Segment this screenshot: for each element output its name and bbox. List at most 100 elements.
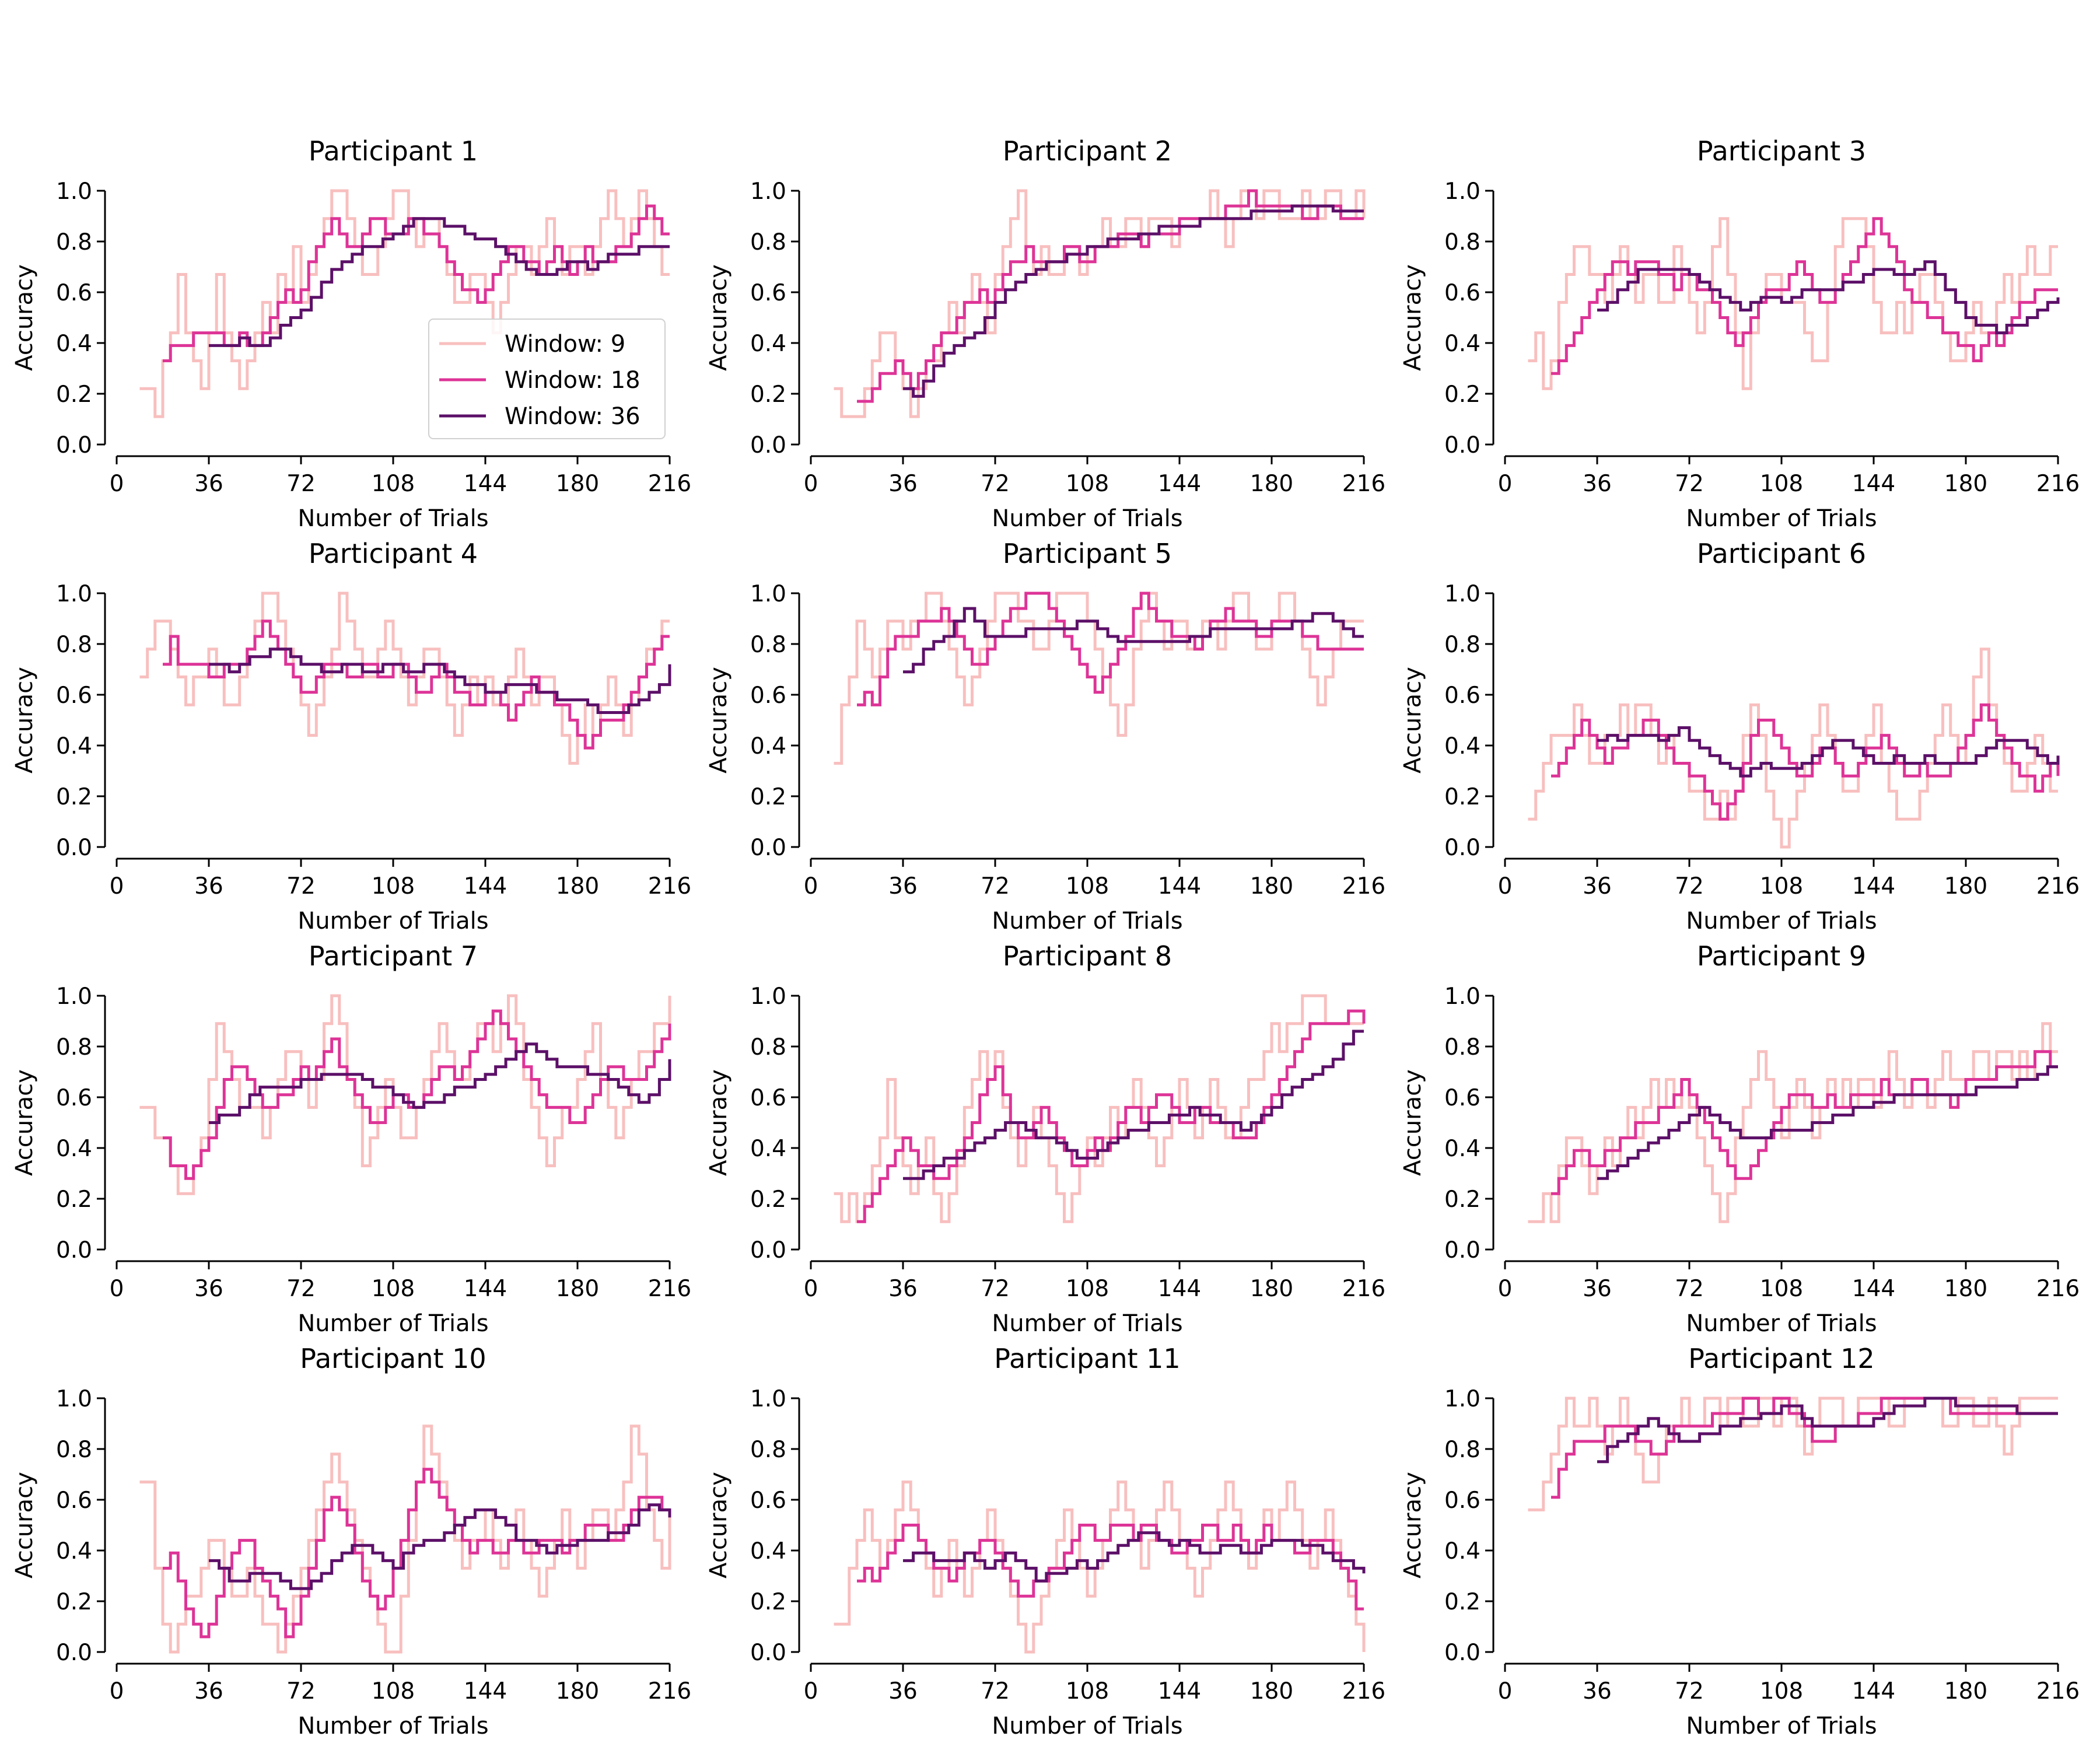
y-tick-label: 0.6: [1444, 1488, 1480, 1514]
x-tick-label: 180: [1944, 471, 1987, 497]
y-tick-label: 0.0: [1444, 432, 1480, 459]
x-tick-label: 36: [194, 471, 223, 497]
x-tick-label: 108: [372, 471, 415, 497]
x-tick-label: 180: [1944, 1276, 1987, 1302]
y-tick-label: 0.4: [56, 1538, 92, 1564]
y-tick-label: 1.0: [56, 581, 92, 607]
series-line-3: [209, 1042, 671, 1124]
x-tick-label: 0: [804, 1276, 818, 1302]
x-tick-label: 72: [286, 1276, 316, 1302]
x-tick-label: 216: [1342, 1678, 1385, 1704]
x-tick-label: 216: [648, 1678, 691, 1704]
x-tick-label: 108: [1066, 1678, 1109, 1704]
y-tick-label: 1.0: [750, 581, 786, 607]
y-axis-label: Accuracy: [11, 1472, 38, 1578]
y-tick-label: 0.2: [56, 1589, 92, 1615]
y-tick-label: 0.2: [56, 1186, 92, 1213]
series-line-1: [139, 1424, 671, 1654]
y-tick-label: 1.0: [750, 178, 786, 205]
x-tick-label: 72: [981, 471, 1010, 497]
x-tick-label: 0: [804, 873, 818, 900]
y-axis-label: Accuracy: [705, 264, 732, 371]
series-line-3: [903, 204, 1364, 398]
x-tick-label: 108: [1066, 1276, 1109, 1302]
subplot-title: Participant 11: [994, 1343, 1180, 1374]
y-axis-label: Accuracy: [11, 667, 38, 774]
y-tick-label: 1.0: [1444, 178, 1480, 205]
subplot-11: Participant 11 0 36 72 108 144 180 216 0.0 0.2 0.4…: [705, 1343, 1385, 1740]
x-axis-label: Number of Trials: [992, 908, 1182, 935]
y-tick-label: 1.0: [1444, 984, 1480, 1010]
y-tick-label: 0.0: [56, 1237, 92, 1264]
y-tick-label: 0.8: [1444, 1034, 1480, 1060]
y-tick-label: 0.6: [56, 1085, 92, 1111]
x-tick-label: 216: [648, 1276, 691, 1302]
y-tick-label: 0.0: [56, 835, 92, 861]
y-tick-label: 0.0: [1444, 1237, 1480, 1264]
x-tick-label: 144: [1852, 1678, 1895, 1704]
subplot-title: Participant 4: [309, 538, 478, 569]
subplot-4: Participant 4 0 36 72 108 144 180 216 0.0 0.2 0.4 0…: [11, 538, 691, 935]
subplot-9: Participant 9 0 36 72 108 144 180 216 0.0 0.2 0.4 0…: [1399, 940, 2080, 1337]
series-line-2: [163, 1468, 670, 1639]
y-tick-label: 0.6: [1444, 280, 1480, 306]
y-tick-label: 0.4: [1444, 331, 1480, 357]
series-line-1: [1528, 648, 2058, 849]
x-tick-label: 0: [110, 471, 124, 497]
y-tick-label: 0.2: [56, 382, 92, 408]
y-tick-label: 0.2: [750, 1589, 786, 1615]
y-tick-label: 0.8: [56, 632, 92, 658]
x-axis-label: Number of Trials: [298, 1310, 488, 1337]
x-tick-label: 180: [556, 1276, 599, 1302]
x-axis-label: Number of Trials: [992, 505, 1182, 532]
x-axis-label: Number of Trials: [1686, 1713, 1877, 1740]
y-axis-label: Accuracy: [1399, 264, 1426, 371]
x-tick-label: 36: [1583, 873, 1612, 900]
x-tick-label: 72: [1675, 1678, 1704, 1704]
y-tick-label: 0.4: [750, 733, 786, 760]
x-tick-label: 108: [372, 1678, 415, 1704]
x-axis-label: Number of Trials: [1686, 908, 1877, 935]
subplot-2: Participant 2 0 36 72 108 144 180 216 0.0 0.2 0.4 0…: [705, 135, 1385, 532]
series-line-3: [903, 1531, 1366, 1583]
x-tick-label: 180: [1250, 1678, 1293, 1704]
subplot-10: Participant 10 0 36 72 108 144 180 216 0.0 0.2 0.4…: [11, 1343, 691, 1740]
y-tick-label: 0.8: [1444, 229, 1480, 256]
subplot-1: Participant 1 0 36 72 108 144 180 216 0.0 0.2 0.4 0…: [11, 135, 691, 532]
x-tick-label: 72: [981, 873, 1010, 900]
series-line-2: [163, 620, 670, 750]
x-axis-label: Number of Trials: [1686, 505, 1877, 532]
x-tick-label: 72: [286, 1678, 316, 1704]
y-tick-label: 0.4: [56, 733, 92, 760]
series-line-1: [834, 189, 1366, 418]
y-tick-label: 0.2: [750, 784, 786, 810]
y-tick-label: 0.8: [750, 632, 786, 658]
x-tick-label: 108: [1760, 1678, 1803, 1704]
x-tick-label: 0: [804, 1678, 818, 1704]
x-tick-label: 216: [2036, 471, 2080, 497]
x-tick-label: 36: [1583, 1276, 1612, 1302]
y-tick-label: 0.2: [1444, 1589, 1480, 1615]
y-tick-label: 0.4: [56, 331, 92, 357]
x-tick-label: 36: [888, 471, 918, 497]
y-tick-label: 0.0: [1444, 1640, 1480, 1666]
x-tick-label: 216: [648, 873, 691, 900]
y-tick-label: 0.2: [750, 382, 786, 408]
x-tick-label: 108: [1066, 471, 1109, 497]
x-tick-label: 216: [648, 471, 691, 497]
x-tick-label: 216: [2036, 873, 2080, 900]
y-tick-label: 0.4: [750, 1136, 786, 1162]
x-tick-label: 180: [556, 873, 599, 900]
y-tick-label: 0.0: [750, 1640, 786, 1666]
x-tick-label: 36: [888, 1276, 918, 1302]
x-tick-label: 180: [556, 1678, 599, 1704]
x-tick-label: 180: [1944, 1678, 1987, 1704]
y-tick-label: 0.4: [1444, 733, 1480, 760]
y-axis-label: Accuracy: [705, 1472, 732, 1578]
x-tick-label: 36: [1583, 471, 1612, 497]
y-tick-label: 0.6: [750, 1488, 786, 1514]
y-tick-label: 0.2: [1444, 382, 1480, 408]
y-tick-label: 0.8: [1444, 632, 1480, 658]
x-tick-label: 180: [1944, 873, 1987, 900]
